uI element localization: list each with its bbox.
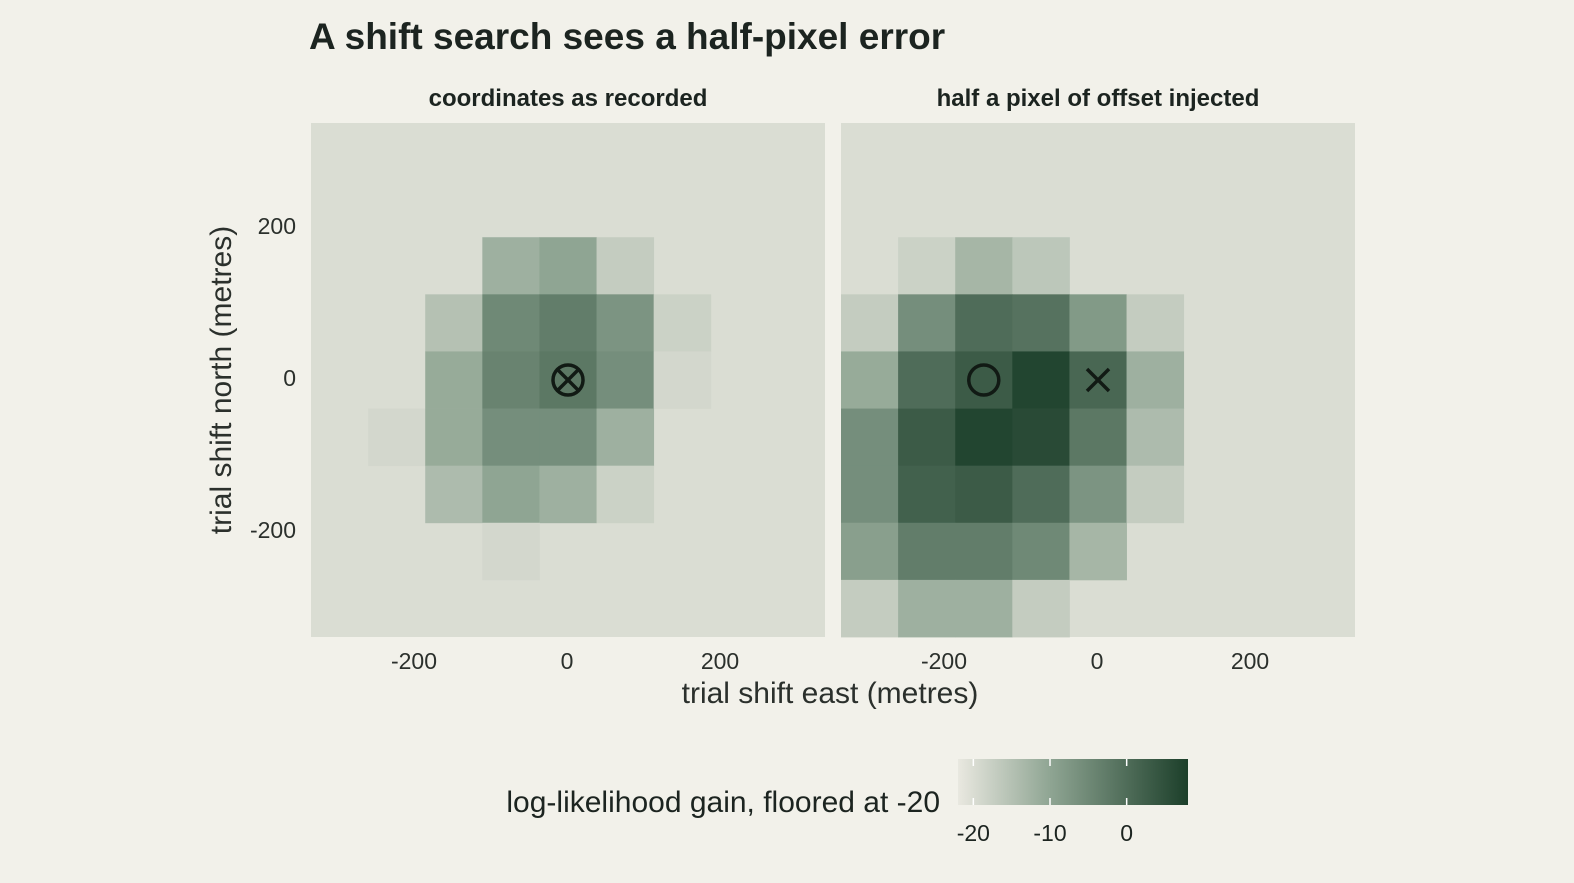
y-tick-label: 200 bbox=[258, 213, 296, 239]
x-tick-label: 200 bbox=[701, 648, 739, 674]
circle-marker bbox=[967, 363, 1001, 397]
heatmap-cell bbox=[841, 351, 899, 409]
heatmap-cell bbox=[841, 465, 899, 524]
x-tick-label: 200 bbox=[1231, 648, 1269, 674]
colorbar-legend: log-likelihood gain, floored at -20 -20-… bbox=[506, 759, 1188, 846]
colorbar-tick-label: 0 bbox=[1120, 820, 1133, 846]
heatmap-cell bbox=[1126, 465, 1185, 524]
heatmap-cell bbox=[1012, 294, 1070, 352]
heatmap-cell bbox=[1069, 408, 1127, 467]
heatmap-cell bbox=[841, 522, 899, 581]
heatmap-cell bbox=[841, 294, 899, 352]
facet-panel-right bbox=[841, 123, 1355, 638]
heatmap-cell bbox=[955, 465, 1013, 524]
heatmap-cell bbox=[955, 408, 1013, 467]
heatmap-cell bbox=[596, 465, 655, 524]
heatmap-cell bbox=[425, 465, 483, 524]
heatmap-cell bbox=[1126, 351, 1185, 409]
heatmap-cell bbox=[898, 579, 956, 638]
heatmap-cell bbox=[482, 351, 540, 409]
heatmap-cell bbox=[482, 465, 540, 524]
x-axis-title: trial shift east (metres) bbox=[682, 677, 979, 710]
x-axis-ticks: -200 0 200 -200 0 200 bbox=[391, 648, 1269, 674]
x-tick-label: -200 bbox=[391, 648, 437, 674]
heatmap-cell bbox=[539, 237, 597, 295]
y-axis-title: trial shift north (metres) bbox=[205, 226, 238, 534]
heatmap-cell bbox=[539, 465, 597, 524]
heatmap-cell bbox=[898, 237, 956, 295]
colorbar bbox=[958, 759, 1188, 805]
y-tick-label: 0 bbox=[283, 365, 296, 391]
colorbar-tick-label: -20 bbox=[957, 820, 990, 846]
heatmap-cell bbox=[1012, 465, 1070, 524]
heatmap-cell bbox=[1012, 579, 1070, 638]
heatmap-cell bbox=[425, 408, 483, 467]
x-tick-label: 0 bbox=[561, 648, 574, 674]
heatmap-cell bbox=[955, 351, 1013, 409]
heatmap-cell bbox=[898, 465, 956, 524]
heatmap-cell bbox=[955, 294, 1013, 352]
heatmap-cell bbox=[425, 351, 483, 409]
heatmap-cell bbox=[596, 351, 655, 409]
heatmap-cell bbox=[1069, 294, 1127, 352]
facet-title-left: coordinates as recorded bbox=[429, 85, 708, 112]
heatmap-cell bbox=[1126, 294, 1185, 352]
heatmap-cell bbox=[841, 579, 899, 638]
heatmap-cell bbox=[596, 408, 655, 467]
heatmap-cell bbox=[898, 294, 956, 352]
heatmap-cell bbox=[898, 408, 956, 467]
heatmap-cell bbox=[1012, 522, 1070, 581]
y-axis-ticks: 200 0 -200 bbox=[250, 213, 296, 543]
heatmap-cell bbox=[368, 408, 426, 467]
heatmap-cell bbox=[1012, 351, 1070, 409]
heatmap-cell bbox=[539, 408, 597, 467]
heatmap-cell bbox=[596, 237, 655, 295]
chart-title: A shift search sees a half-pixel error bbox=[309, 16, 945, 57]
heatmap-cell bbox=[653, 294, 712, 352]
x-marker bbox=[1085, 367, 1111, 393]
heatmap-cell bbox=[482, 294, 540, 352]
heatmap-cell bbox=[596, 294, 655, 352]
heatmap-cell bbox=[1012, 237, 1070, 295]
heatmap-cell bbox=[653, 351, 712, 409]
heatmap-cell bbox=[955, 579, 1013, 638]
x-tick-label: 0 bbox=[1091, 648, 1104, 674]
heatmap-cell bbox=[955, 522, 1013, 581]
facet-panel-left bbox=[311, 123, 825, 637]
legend-title: log-likelihood gain, floored at -20 bbox=[506, 786, 940, 819]
heatmap-cell bbox=[955, 237, 1013, 295]
heatmap-cell bbox=[841, 408, 899, 467]
heatmap-cell bbox=[482, 522, 540, 581]
colorbar-ticks: -20 -10 0 bbox=[957, 759, 1133, 846]
facet-title-right: half a pixel of offset injected bbox=[937, 85, 1260, 112]
heatmap-cell bbox=[482, 408, 540, 467]
circle-x-marker bbox=[551, 363, 585, 397]
heatmap-cell bbox=[425, 294, 483, 352]
heatmap-cell bbox=[539, 294, 597, 352]
heatmap-cell bbox=[1069, 465, 1127, 524]
heatmap-cell bbox=[482, 237, 540, 295]
heatmap-cell bbox=[1012, 408, 1070, 467]
colorbar-tick-label: -10 bbox=[1033, 820, 1066, 846]
heatmap-cell bbox=[898, 351, 956, 409]
x-tick-label: -200 bbox=[921, 648, 967, 674]
heatmap-cell bbox=[898, 522, 956, 581]
heatmap-cell bbox=[1069, 522, 1127, 581]
y-tick-label: -200 bbox=[250, 517, 296, 543]
heatmap-cell bbox=[1126, 408, 1185, 467]
